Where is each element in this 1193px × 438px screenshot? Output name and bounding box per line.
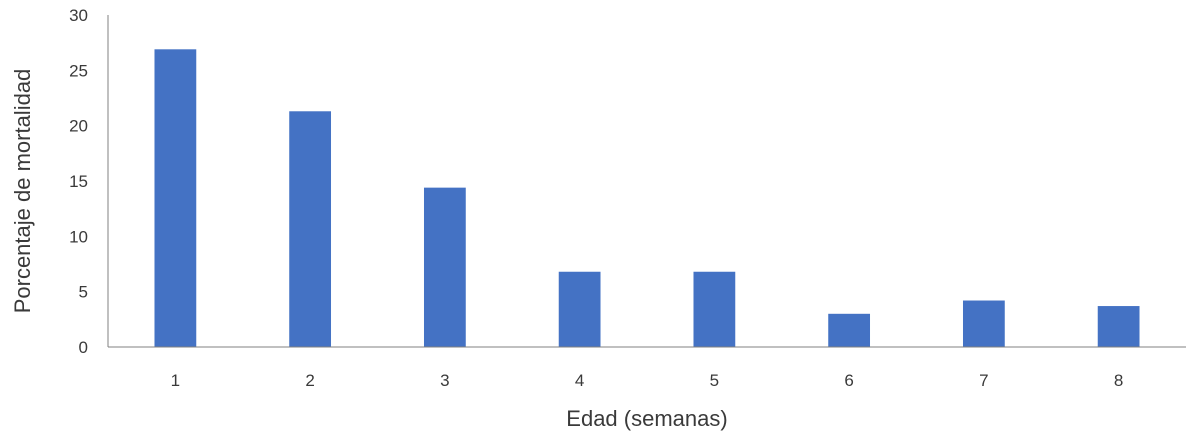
bar-5 [693,271,736,347]
y-tick-label: 5 [79,283,88,302]
x-tick-label: 4 [575,371,584,390]
x-tick-label: 8 [1114,371,1123,390]
y-tick-label: 30 [69,6,88,25]
bar-7 [962,300,1005,347]
y-axis-title: Porcentaje de mortalidad [10,69,35,314]
x-tick-label: 7 [979,371,988,390]
x-tick-label: 5 [710,371,719,390]
x-tick-label: 2 [305,371,314,390]
bar-1 [154,49,197,347]
x-tick-label: 1 [171,371,180,390]
bar-4 [558,271,601,347]
y-tick-labels: 0 5 10 15 20 25 30 [69,6,88,357]
bar-3 [423,187,466,347]
y-tick-label: 0 [79,338,88,357]
y-tick-label: 15 [69,172,88,191]
x-tick-labels: 1 2 3 4 5 6 7 8 [171,371,1124,390]
y-tick-label: 10 [69,227,88,246]
y-tick-label: 20 [69,117,88,136]
x-axis-title: Edad (semanas) [566,406,727,431]
bar-6 [828,313,871,347]
x-tick-label: 6 [844,371,853,390]
bar-8 [1097,306,1140,347]
bars-group [154,49,1140,347]
bar-2 [289,111,332,347]
y-tick-label: 25 [69,61,88,80]
x-tick-label: 3 [440,371,449,390]
